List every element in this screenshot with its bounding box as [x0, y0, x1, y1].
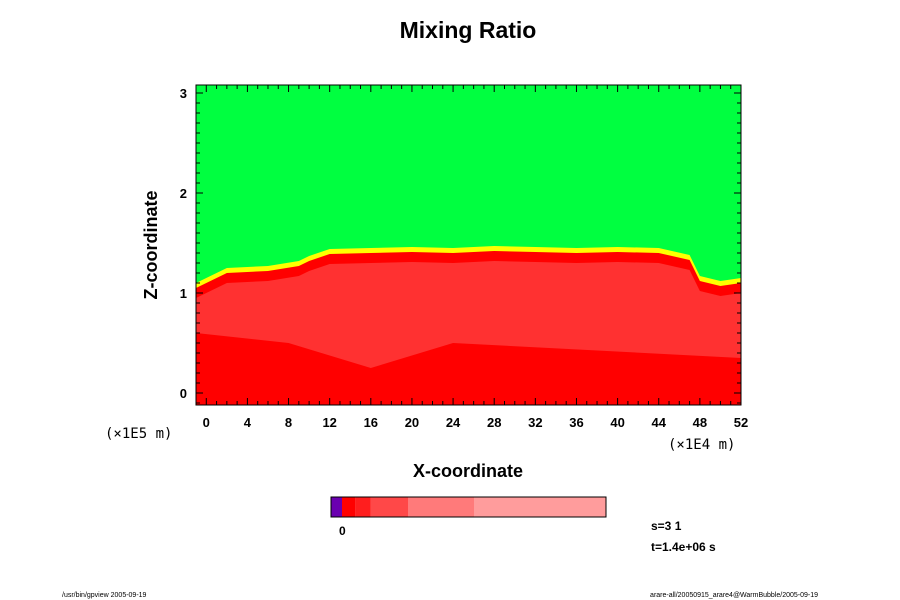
colorbar-segment — [355, 497, 371, 517]
colorbar — [330, 496, 607, 518]
x-tick-label: 44 — [652, 415, 667, 430]
chart-title: Mixing Ratio — [400, 17, 537, 43]
x-tick-label: 16 — [364, 415, 378, 430]
x-tick-label: 0 — [203, 415, 210, 430]
x-tick-label: 28 — [487, 415, 501, 430]
z-tick-label: 2 — [180, 186, 187, 201]
colorbar-segment — [474, 497, 606, 517]
x-tick-label: 20 — [405, 415, 419, 430]
z-tick-label: 0 — [180, 386, 187, 401]
footer-left: /usr/bin/gpview 2005-09-19 — [62, 592, 147, 599]
lower-light-fill — [196, 261, 741, 368]
x-tick-label: 8 — [285, 415, 292, 430]
x-tick-label: 52 — [734, 415, 748, 430]
x-tick-label: 24 — [446, 415, 461, 430]
x-axis-ticks: 0 4 8 12 16 20 24 28 32 36 40 44 48 52 — [195, 85, 748, 430]
x-tick-label: 32 — [528, 415, 542, 430]
x-tick-label: 48 — [693, 415, 707, 430]
x-tick-label: 40 — [610, 415, 624, 430]
x-tick-label: 4 — [244, 415, 252, 430]
colorbar-label: 0 — [339, 524, 346, 538]
x-tick-label: 12 — [322, 415, 336, 430]
colorbar-segment — [370, 497, 408, 517]
x-unit-label: (×1E4 m) — [668, 437, 735, 453]
colorbar-frame — [330, 496, 607, 518]
x-tick-label: 36 — [569, 415, 583, 430]
colorbar-segment — [342, 497, 356, 517]
colorbar-segment — [408, 497, 474, 517]
footer-right: arare-all/20050915_arare4@WarmBubble/200… — [650, 592, 818, 599]
t-annotation: t=1.4e+06 s — [651, 540, 716, 554]
z-axis-label: Z-coordinate — [141, 190, 161, 299]
z-tick-label: 3 — [180, 86, 187, 101]
z-axis-ticks: 0 1 2 3 — [180, 86, 741, 404]
x-axis-label: X-coordinate — [413, 461, 523, 481]
z-tick-label: 1 — [180, 286, 187, 301]
s-annotation: s=3 1 — [651, 519, 682, 533]
z-unit-label: (×1E5 m) — [105, 426, 172, 442]
colorbar-segment — [331, 497, 342, 517]
plot-frame — [195, 84, 742, 406]
